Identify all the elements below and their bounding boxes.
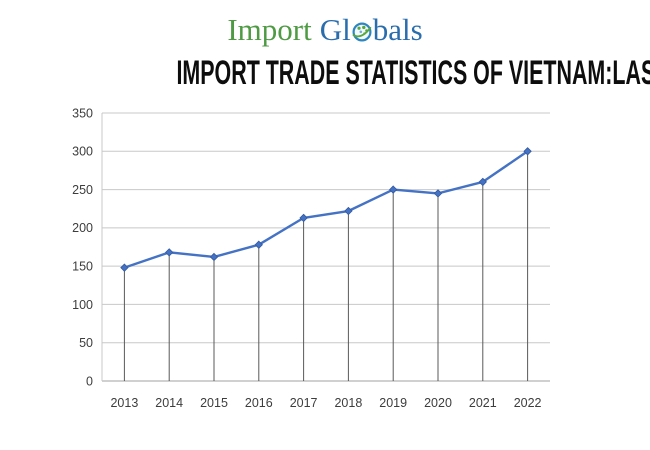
y-tick-label: 150	[72, 260, 93, 274]
y-tick-label: 200	[72, 221, 93, 235]
x-tick-label: 2016	[245, 396, 273, 410]
x-tick-label: 2015	[200, 396, 228, 410]
x-tick-label: 2017	[290, 396, 318, 410]
y-tick-label: 50	[79, 336, 93, 350]
y-tick-label: 300	[72, 145, 93, 159]
globe-icon	[352, 12, 372, 52]
x-tick-label: 2013	[110, 396, 138, 410]
x-tick-label: 2019	[379, 396, 407, 410]
data-point-marker	[299, 213, 308, 223]
logo-globals-word: Gl bals	[320, 12, 423, 47]
logo-import-word: Import	[227, 12, 312, 47]
data-point-marker	[433, 189, 443, 198]
page-title-text: IMPORT TRADE STATISTICS OF VIETNAM:LAST …	[176, 54, 650, 92]
y-tick-label: 100	[72, 298, 93, 312]
data-point-marker	[523, 147, 532, 156]
x-tick-label: 2022	[514, 396, 542, 410]
y-tick-label: 250	[72, 183, 93, 197]
data-point-marker	[389, 185, 398, 194]
y-tick-label: 350	[72, 106, 93, 120]
data-point-marker	[165, 248, 174, 257]
x-tick-label: 2014	[155, 396, 183, 410]
data-point-marker	[344, 206, 353, 216]
data-point-marker	[254, 240, 263, 249]
data-point-marker	[209, 252, 219, 262]
data-point-marker	[478, 177, 487, 187]
logo: Import Gl bals	[0, 10, 650, 52]
x-tick-label: 2021	[469, 396, 497, 410]
data-point-marker	[120, 263, 129, 272]
page-title: IMPORT TRADE STATISTICS OF VIETNAM:LAST …	[0, 52, 650, 94]
x-tick-label: 2018	[334, 396, 362, 410]
x-tick-label: 2020	[424, 396, 452, 410]
y-tick-label: 0	[86, 374, 93, 388]
logo-globals-prefix: Gl	[319, 12, 351, 47]
logo-globals-suffix: bals	[372, 12, 423, 47]
series-line	[124, 150, 529, 269]
